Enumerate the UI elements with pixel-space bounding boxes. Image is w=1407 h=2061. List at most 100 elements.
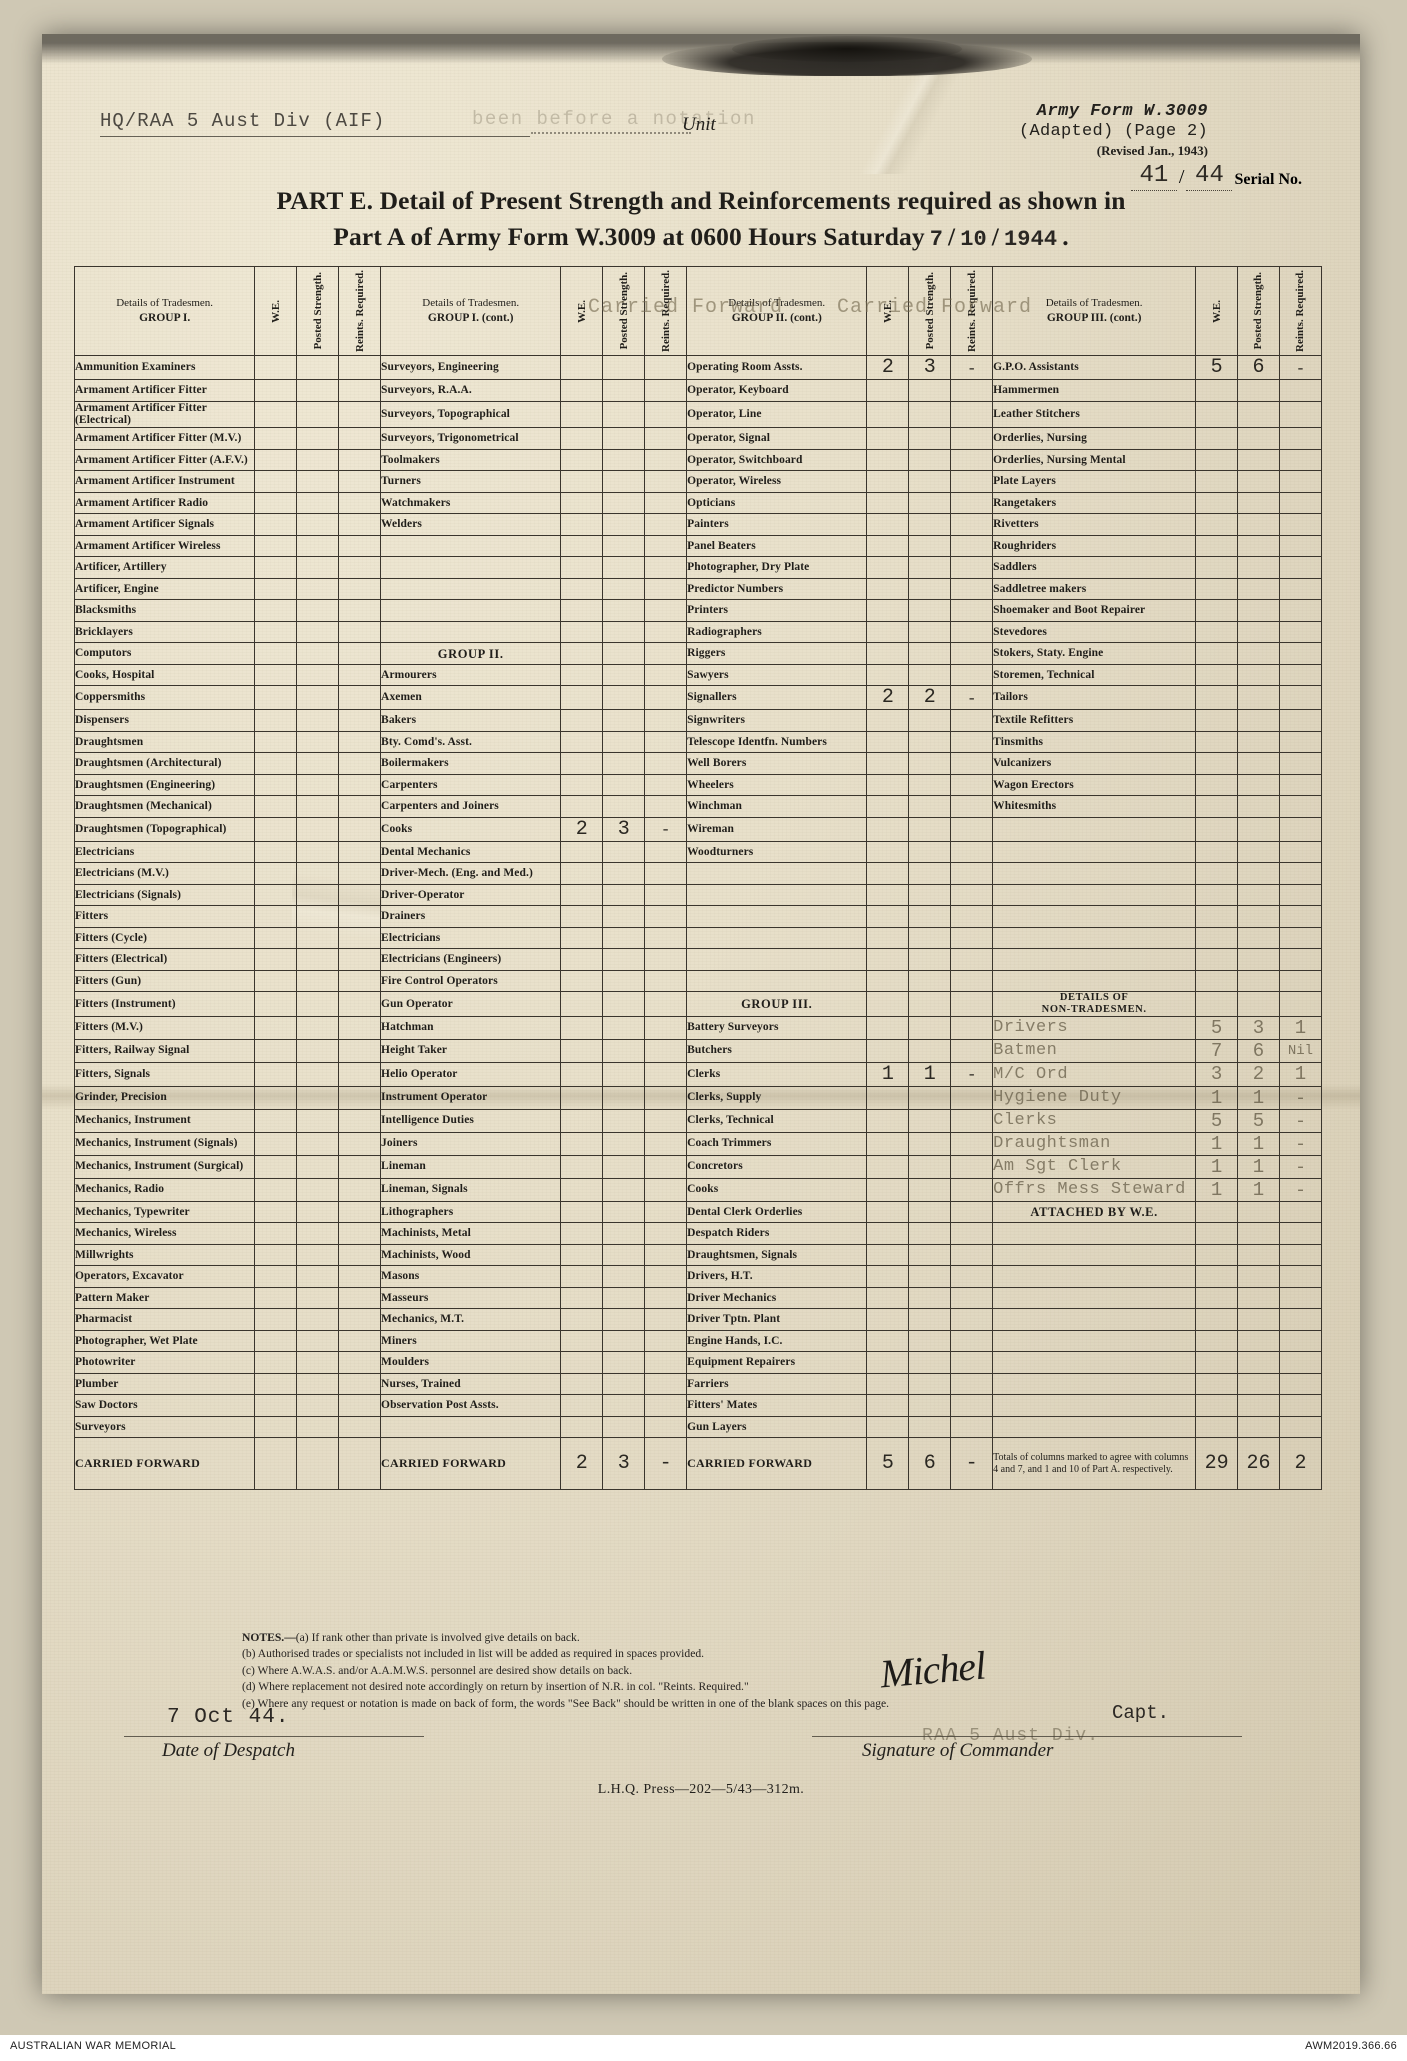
col4-posted-cell: [1237, 620, 1280, 644]
col4-group-heading: ATTACHED BY W.E.: [992, 1200, 1197, 1224]
col1-trade-name: Fitters, Railway Signal: [73, 1038, 256, 1063]
col3-posted-cell: [908, 1394, 952, 1417]
date-sep1: /: [948, 222, 956, 251]
col1-posted-cell: [296, 1265, 340, 1288]
col3-reints-cell: [950, 1265, 994, 1288]
table-row: Photowriter Moulders Equipment Repairers: [73, 1351, 1323, 1374]
col1-posted-cell: [296, 773, 340, 797]
col4-reints-cell: [1278, 534, 1323, 558]
carried-forward-stamp-group2: Carried Forward: [588, 296, 784, 319]
col3-posted-cell: [908, 1108, 952, 1133]
col4-posted-cell: [1237, 926, 1280, 950]
col1-reints-cell: [338, 840, 382, 864]
col3-reints-cell: [950, 1372, 994, 1396]
col3-reints-cell: [950, 427, 994, 450]
col4-we-cell: [1195, 470, 1239, 493]
col1-trade-name: Pattern Maker: [73, 1286, 256, 1310]
col4-reints-cell: [1278, 1415, 1323, 1439]
col2-we-cell: [560, 577, 604, 601]
unit-field: HQ/RAA 5 Aust Div (AIF): [100, 110, 620, 132]
col1-we-cell: [254, 1286, 298, 1310]
col4-reints-cell: [1278, 862, 1323, 885]
col2-reints-cell: [644, 1200, 688, 1224]
col1-we-cell: [254, 1177, 298, 1202]
col2-carried-posted: 3: [602, 1437, 646, 1491]
col2-reints-cell: [644, 470, 688, 493]
col1-reints-cell: [338, 1286, 382, 1310]
carried-forward-row: CARRIED FORWARD CARRIED FORWARD 2 3 - CA…: [73, 1437, 1323, 1491]
col3-we-cell: [866, 905, 910, 928]
col4-trade-name: [992, 816, 1197, 842]
col1-we-cell: [254, 1372, 298, 1396]
col4-trade-name: [992, 1243, 1197, 1267]
table-row: Armament Artificer Fitter (M.V.) Surveyor…: [73, 427, 1323, 450]
col2-posted-cell: [602, 1200, 646, 1224]
col2-posted-cell: 3: [602, 816, 646, 842]
col2-reints-cell: [644, 991, 688, 1017]
col2-trade-name: Carpenters and Joiners: [380, 795, 562, 818]
carried-forward-stamp-group3: Carried Forward: [837, 296, 1033, 319]
col1-reints-cell: [338, 795, 382, 818]
col2-we-cell: 2: [560, 816, 604, 842]
table-row: Blacksmiths Printers Shoemaker and Boot Re…: [73, 599, 1323, 622]
col1-trade-name: Artificer, Engine: [73, 577, 256, 601]
col3-reints-cell: [950, 513, 994, 536]
col2-trade-name: [380, 1415, 562, 1439]
col2-reints-cell: [644, 1329, 688, 1353]
col3-posted-cell: [908, 556, 952, 579]
col2-posted-cell: [602, 730, 646, 754]
table-row: Draughtsmen (Engineering) Carpenters Wheel…: [73, 773, 1323, 797]
col4-trade-name: Storemen, Technical: [992, 663, 1197, 687]
col4-we-cell: [1195, 1394, 1239, 1417]
col1-posted-cell: [296, 709, 340, 732]
col1-posted-cell: [296, 1351, 340, 1374]
col3-we-cell: [866, 773, 910, 797]
col1-we-cell: [254, 1243, 298, 1267]
col1-posted-cell: [296, 556, 340, 579]
col3-reints-cell: [950, 534, 994, 558]
col2-carried-reints: -: [644, 1437, 688, 1491]
col1-we-header: W.E.: [254, 266, 298, 356]
table-row: Artificer, Engine Predictor Numbers Saddle…: [73, 577, 1323, 601]
col4-trade-name: [992, 883, 1197, 907]
col1-posted-cell: [296, 1329, 340, 1353]
col4-reints-cell: [1278, 379, 1323, 402]
col4-we-cell: [1195, 752, 1239, 775]
col1-trade-name: Blacksmiths: [73, 599, 256, 622]
col4-posted-cell: [1237, 577, 1280, 601]
col2-posted-cell: [602, 1372, 646, 1396]
col2-posted-cell: [602, 1329, 646, 1353]
col3-carried-reints: -: [950, 1437, 994, 1491]
col3-posted-cell: [908, 1329, 952, 1353]
date-day: 7: [929, 227, 943, 252]
col4-trade-name: [992, 948, 1197, 971]
col1-we-cell: [254, 556, 298, 579]
col3-posted-cell: [908, 1154, 952, 1179]
notes-text-0: (a) If rank other than private is involv…: [295, 1631, 580, 1644]
col2-reints-cell: [644, 926, 688, 950]
col1-reints-cell: [338, 948, 382, 971]
col4-we-cell: [1195, 556, 1239, 579]
col3-trade-name: Panel Beaters: [686, 534, 868, 558]
col3-posted-cell: [908, 730, 952, 754]
col4-trade-name: [992, 1415, 1197, 1439]
col3-trade-name: [686, 948, 868, 971]
unit-dotted-line: [531, 118, 691, 134]
col2-posted-cell: [602, 513, 646, 536]
col4-header-group: GROUP III. (cont.): [1046, 311, 1142, 324]
col4-header-sub: Details of Tradesmen.: [1045, 296, 1143, 309]
table-row: Armament Artificer Wireless Panel Beaters…: [73, 534, 1323, 558]
col2-posted-cell: [602, 1038, 646, 1063]
col1-we-cell: [254, 642, 298, 665]
col1-we-cell: [254, 730, 298, 754]
col3-reints-cell: [950, 816, 994, 842]
col3-trade-name: Signwriters: [686, 709, 868, 732]
col1-reints-cell: [338, 1061, 382, 1087]
col3-we-cell: [866, 1329, 910, 1353]
col4-trade-name: Hygiene Duty: [992, 1085, 1197, 1110]
col4-trade-name: G.P.O. Assistants: [992, 355, 1197, 380]
col4-trade-name: Saddletree makers: [992, 577, 1197, 601]
col1-posted-cell: [296, 1372, 340, 1396]
col3-we-cell: [866, 991, 910, 1017]
col3-we-cell: [866, 620, 910, 644]
